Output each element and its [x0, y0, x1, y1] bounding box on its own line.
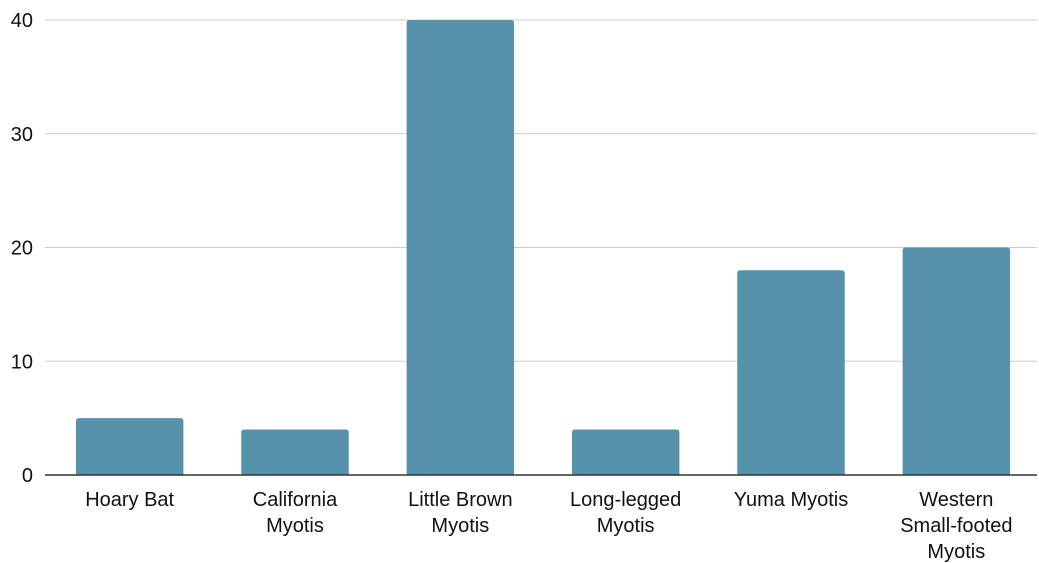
x-tick-label: California Myotis — [253, 489, 338, 537]
y-tick-label: 20 — [11, 238, 33, 260]
bar-little-brown-myotis — [406, 20, 515, 475]
x-tick-label: Yuma Myotis — [734, 489, 848, 511]
bar-california-myotis — [241, 429, 349, 475]
bar-yuma-myotis — [737, 270, 845, 475]
y-tick-label: 30 — [11, 124, 33, 146]
x-tick-label: Hoary Bat — [85, 489, 174, 511]
x-tick-label: Long-legged Myotis — [570, 489, 681, 537]
y-tick-label: 10 — [11, 351, 33, 373]
y-tick-label: 40 — [11, 10, 33, 32]
x-tick-label: Little Brown Myotis — [408, 489, 513, 537]
gridlines — [45, 19, 1037, 362]
bar-western-small-footed-myotis — [902, 247, 1011, 475]
bar-hoary-bat — [75, 418, 184, 475]
bar-long-legged-myotis — [571, 429, 680, 475]
y-tick-label: 0 — [22, 465, 33, 487]
bars — [75, 20, 1011, 475]
y-axis: 0 10 20 30 40 — [11, 10, 33, 487]
x-axis: Hoary Bat California Myotis Little Brown Myo… — [45, 474, 1037, 563]
x-tick-label: Western Small-footed Myotis — [900, 489, 1012, 563]
